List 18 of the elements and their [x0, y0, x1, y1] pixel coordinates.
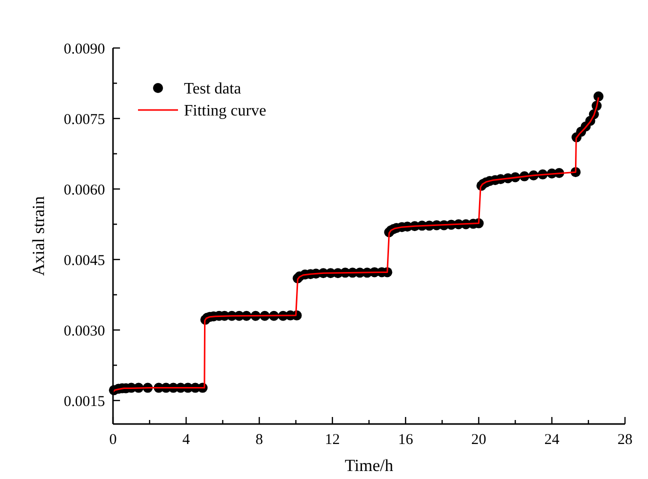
- y-tick-label: 0.0015: [64, 394, 105, 410]
- x-tick-label: 20: [471, 432, 486, 448]
- x-tick-label: 8: [256, 432, 264, 448]
- x-tick-label: 16: [398, 432, 414, 448]
- x-tick-label: 28: [618, 432, 632, 448]
- x-axis-title: Time/h: [344, 456, 394, 475]
- x-tick-label: 4: [182, 432, 190, 448]
- y-axis-title: Axial strain: [29, 196, 48, 276]
- y-tick-label: 0.0090: [64, 41, 105, 58]
- x-tick-label: 0: [109, 432, 117, 448]
- legend-label: Test data: [184, 80, 242, 98]
- y-tick-label: 0.0060: [64, 182, 105, 198]
- x-tick-label: 24: [544, 432, 560, 448]
- x-tick-label: 12: [324, 432, 340, 448]
- legend-label: Fitting curve: [184, 102, 266, 120]
- y-tick-label: 0.0045: [64, 252, 105, 269]
- y-tick-label: 0.0030: [64, 323, 105, 340]
- y-tick-label: 0.0075: [64, 112, 105, 128]
